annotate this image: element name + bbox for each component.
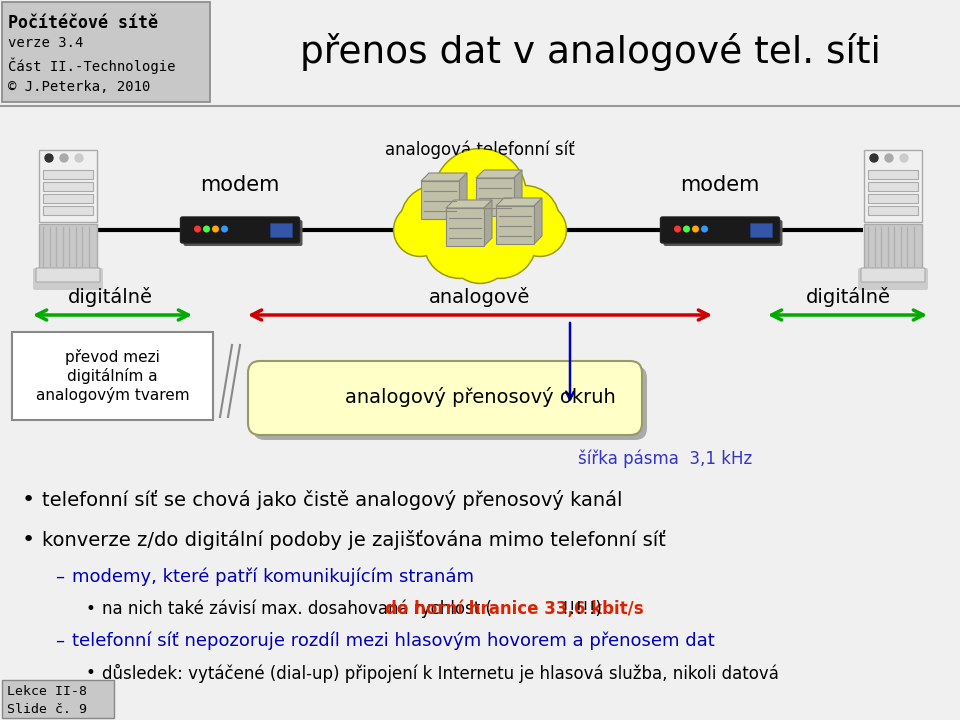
FancyBboxPatch shape <box>39 223 97 269</box>
Circle shape <box>45 154 53 162</box>
Text: verze 3.4: verze 3.4 <box>8 36 84 50</box>
Polygon shape <box>446 200 492 208</box>
Text: analogový přenosový okruh: analogový přenosový okruh <box>345 387 615 407</box>
FancyBboxPatch shape <box>2 680 114 718</box>
FancyBboxPatch shape <box>39 150 97 222</box>
Text: •: • <box>85 600 95 618</box>
Text: –: – <box>55 632 64 650</box>
Circle shape <box>402 187 468 253</box>
Circle shape <box>213 226 218 232</box>
Text: •: • <box>85 664 95 682</box>
FancyBboxPatch shape <box>868 206 918 215</box>
FancyBboxPatch shape <box>43 170 93 179</box>
Polygon shape <box>496 198 542 206</box>
Text: analogově: analogově <box>429 287 531 307</box>
FancyBboxPatch shape <box>868 182 918 191</box>
FancyBboxPatch shape <box>2 2 210 102</box>
FancyBboxPatch shape <box>864 223 922 269</box>
Circle shape <box>423 205 496 279</box>
Text: do horní hranice 33,6 kbit/s: do horní hranice 33,6 kbit/s <box>385 600 643 618</box>
Text: telefonní síť se chová jako čistě analogový přenosový kanál: telefonní síť se chová jako čistě analog… <box>42 490 622 510</box>
Circle shape <box>900 154 908 162</box>
Polygon shape <box>534 198 542 244</box>
FancyBboxPatch shape <box>660 217 780 243</box>
Text: •: • <box>22 530 36 550</box>
FancyBboxPatch shape <box>43 206 93 215</box>
Circle shape <box>425 207 495 277</box>
FancyBboxPatch shape <box>663 220 782 246</box>
Polygon shape <box>459 173 467 219</box>
Text: modem: modem <box>681 175 759 195</box>
FancyBboxPatch shape <box>253 366 647 440</box>
Circle shape <box>514 204 566 256</box>
Text: © J.Peterka, 2010: © J.Peterka, 2010 <box>8 80 151 94</box>
Text: na nich také závisí max. dosahovaná rychlost (: na nich také závisí max. dosahovaná rych… <box>102 600 492 618</box>
Text: přenos dat v analogové tel. síti: přenos dat v analogové tel. síti <box>300 33 880 71</box>
Circle shape <box>204 226 209 232</box>
Circle shape <box>394 204 446 256</box>
FancyBboxPatch shape <box>248 361 642 435</box>
FancyBboxPatch shape <box>864 150 922 222</box>
Polygon shape <box>476 170 522 178</box>
FancyBboxPatch shape <box>180 217 300 243</box>
FancyBboxPatch shape <box>868 194 918 203</box>
Text: převod mezi
digitálním a
analogovým tvarem: převod mezi digitálním a analogovým tvar… <box>36 349 189 402</box>
Text: Slide č. 9: Slide č. 9 <box>7 703 87 716</box>
Text: modemy, které patří komunikujícím stranám: modemy, které patří komunikujícím straná… <box>72 568 474 587</box>
Text: důsledek: vytáčené (dial-up) připojení k Internetu je hlasová služba, nikoli dat: důsledek: vytáčené (dial-up) připojení k… <box>102 664 779 683</box>
FancyBboxPatch shape <box>476 178 514 216</box>
Circle shape <box>885 154 893 162</box>
Text: konverze z/do digitální podoby je zajišťována mimo telefonní síť: konverze z/do digitální podoby je zajišť… <box>42 530 666 550</box>
Circle shape <box>675 226 681 232</box>
Circle shape <box>395 205 445 255</box>
Circle shape <box>693 226 698 232</box>
Text: digitálně: digitálně <box>805 287 891 307</box>
Text: šířka pásma  3,1 kHz: šířka pásma 3,1 kHz <box>578 450 753 469</box>
Text: telefonní síť nepozoruje rozdíl mezi hlasovým hovorem a přenosem dat: telefonní síť nepozoruje rozdíl mezi hla… <box>72 632 715 650</box>
Circle shape <box>435 150 525 240</box>
Circle shape <box>464 205 537 279</box>
Text: analogová telefonní síť: analogová telefonní síť <box>385 140 575 159</box>
Polygon shape <box>514 170 522 216</box>
Circle shape <box>450 222 510 282</box>
FancyBboxPatch shape <box>858 268 928 290</box>
Circle shape <box>492 187 558 253</box>
FancyBboxPatch shape <box>183 220 302 246</box>
Circle shape <box>222 226 228 232</box>
FancyBboxPatch shape <box>496 206 534 244</box>
Circle shape <box>400 186 469 254</box>
FancyBboxPatch shape <box>12 332 213 420</box>
Circle shape <box>60 154 68 162</box>
Circle shape <box>684 226 689 232</box>
Text: Část II.-Technologie: Část II.-Technologie <box>8 58 176 74</box>
Circle shape <box>870 154 878 162</box>
Circle shape <box>465 207 535 277</box>
FancyBboxPatch shape <box>33 268 103 290</box>
FancyBboxPatch shape <box>868 170 918 179</box>
FancyBboxPatch shape <box>861 268 925 282</box>
FancyBboxPatch shape <box>36 268 100 282</box>
Circle shape <box>702 226 708 232</box>
Polygon shape <box>421 173 467 181</box>
Text: modem: modem <box>201 175 279 195</box>
FancyBboxPatch shape <box>750 223 772 237</box>
Circle shape <box>195 226 201 232</box>
Text: –: – <box>55 568 64 586</box>
Circle shape <box>75 154 83 162</box>
Circle shape <box>434 148 526 241</box>
FancyBboxPatch shape <box>43 182 93 191</box>
Circle shape <box>448 220 512 284</box>
Text: •: • <box>22 490 36 510</box>
FancyBboxPatch shape <box>446 208 484 246</box>
FancyBboxPatch shape <box>421 181 459 219</box>
Text: !!!!!): !!!!!) <box>557 600 602 618</box>
Circle shape <box>515 205 565 255</box>
FancyBboxPatch shape <box>43 194 93 203</box>
FancyBboxPatch shape <box>270 223 292 237</box>
Text: Lekce II-8: Lekce II-8 <box>7 685 87 698</box>
Polygon shape <box>484 200 492 246</box>
Text: digitálně: digitálně <box>67 287 153 307</box>
Text: Počítéčové sítě: Počítéčové sítě <box>8 14 158 32</box>
Circle shape <box>491 186 560 254</box>
